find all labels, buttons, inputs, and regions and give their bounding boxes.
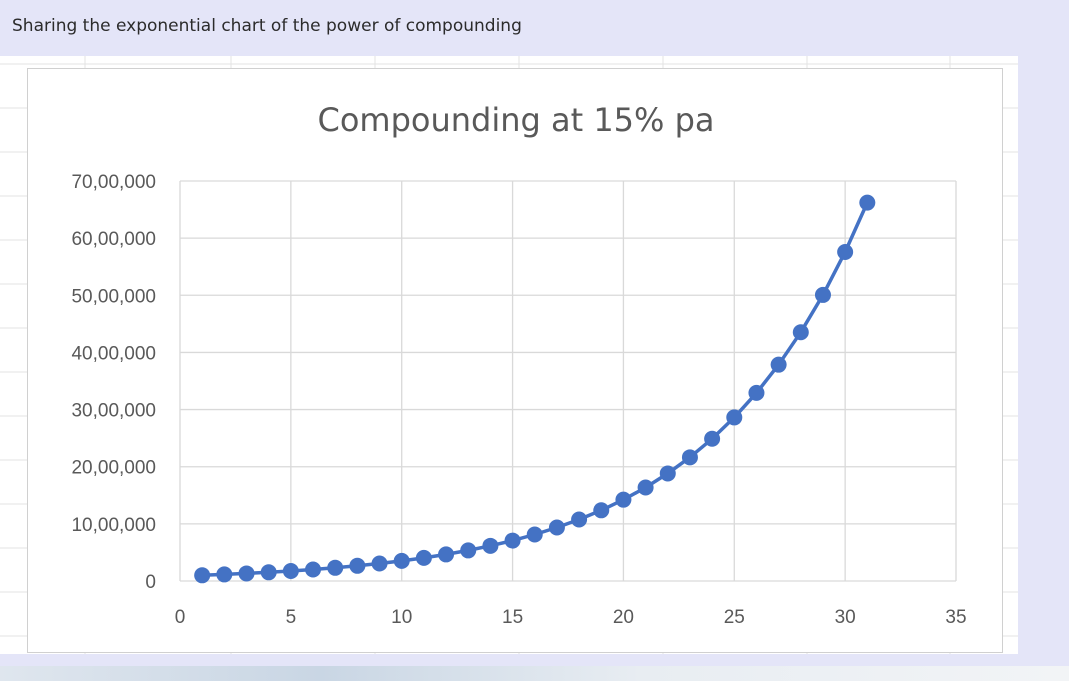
- x-tick-label: 0: [175, 607, 186, 628]
- x-tick-label: 25: [724, 607, 745, 628]
- data-point[interactable]: [349, 557, 366, 574]
- data-point[interactable]: [593, 502, 610, 519]
- data-point[interactable]: [216, 566, 233, 583]
- y-tick-label: 0: [145, 572, 156, 593]
- data-point[interactable]: [548, 519, 565, 536]
- data-point[interactable]: [305, 561, 322, 578]
- data-point[interactable]: [637, 479, 654, 496]
- data-point[interactable]: [438, 546, 455, 563]
- data-point[interactable]: [748, 384, 765, 401]
- data-point[interactable]: [460, 542, 477, 559]
- data-point[interactable]: [482, 537, 499, 554]
- data-point[interactable]: [792, 324, 809, 341]
- x-tick-label: 5: [286, 607, 297, 628]
- x-tick-label: 15: [502, 607, 523, 628]
- chart-container[interactable]: Compounding at 15% pa 0 5 10 15 20 25 30 35 0 10,…: [27, 68, 1003, 653]
- chart-plot: Compounding at 15% pa 0 5 10 15 20 25 30 35 0 10,…: [71, 101, 966, 628]
- data-point[interactable]: [659, 465, 676, 482]
- data-point[interactable]: [504, 532, 521, 549]
- y-tick-label: 10,00,000: [71, 515, 156, 536]
- x-tick-label: 10: [391, 607, 412, 628]
- data-point[interactable]: [327, 559, 344, 576]
- data-point[interactable]: [571, 511, 588, 528]
- y-tick-label: 40,00,000: [71, 343, 156, 364]
- chart-tick-labels: 0 5 10 15 20 25 30 35 0 10,00,000 20,00,000 30,00,0…: [71, 172, 966, 628]
- y-tick-label: 20,00,000: [71, 458, 156, 479]
- x-tick-label: 35: [945, 607, 966, 628]
- x-tick-label: 30: [835, 607, 856, 628]
- data-point[interactable]: [526, 526, 543, 543]
- data-point[interactable]: [859, 194, 876, 211]
- series-line: [202, 201, 869, 578]
- x-tick-label: 20: [613, 607, 634, 628]
- data-point[interactable]: [837, 243, 854, 260]
- data-point[interactable]: [415, 549, 432, 566]
- post-caption: Sharing the exponential chart of the pow…: [12, 16, 522, 36]
- data-point[interactable]: [393, 552, 410, 569]
- data-point[interactable]: [238, 565, 255, 582]
- y-tick-label: 60,00,000: [71, 229, 156, 250]
- data-point[interactable]: [615, 491, 632, 508]
- data-point[interactable]: [726, 409, 743, 426]
- y-tick-label: 50,00,000: [71, 286, 156, 307]
- y-tick-label: 30,00,000: [71, 401, 156, 422]
- chart-gridlines: [179, 180, 957, 582]
- data-point[interactable]: [260, 564, 277, 581]
- data-point[interactable]: [371, 555, 388, 572]
- data-point[interactable]: [814, 286, 831, 303]
- chart-series: [194, 194, 876, 584]
- y-tick-label: 70,00,000: [71, 172, 156, 193]
- data-point[interactable]: [282, 563, 299, 580]
- data-point[interactable]: [704, 430, 721, 447]
- bottom-background-strip: [0, 666, 1069, 681]
- data-point[interactable]: [681, 449, 698, 466]
- data-point[interactable]: [770, 356, 787, 373]
- spreadsheet-area: Compounding at 15% pa 0 5 10 15 20 25 30 35 0 10,…: [0, 56, 1018, 654]
- chart-title: Compounding at 15% pa: [317, 101, 714, 139]
- data-point[interactable]: [194, 567, 211, 584]
